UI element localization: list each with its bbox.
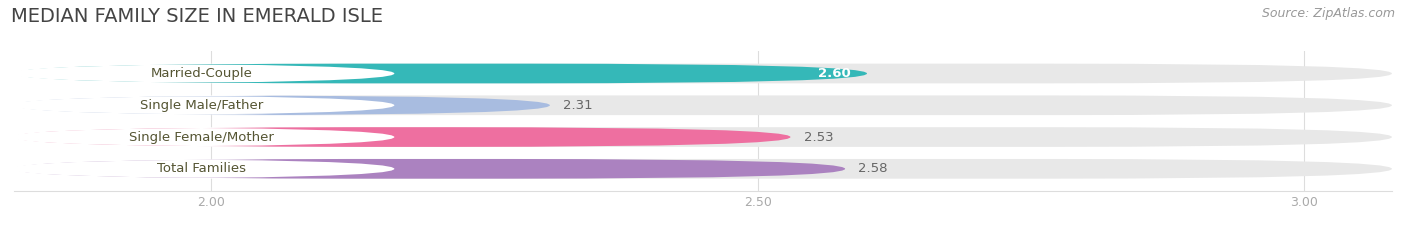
FancyBboxPatch shape xyxy=(8,127,395,147)
FancyBboxPatch shape xyxy=(14,96,1392,115)
Text: Total Families: Total Families xyxy=(157,162,246,175)
FancyBboxPatch shape xyxy=(8,64,395,83)
Text: 2.60: 2.60 xyxy=(818,67,851,80)
FancyBboxPatch shape xyxy=(14,64,1392,83)
Text: Single Female/Mother: Single Female/Mother xyxy=(129,130,274,144)
FancyBboxPatch shape xyxy=(8,159,395,179)
Text: 2.58: 2.58 xyxy=(858,162,887,175)
Text: Single Male/Father: Single Male/Father xyxy=(139,99,263,112)
Text: Married-Couple: Married-Couple xyxy=(150,67,253,80)
Text: MEDIAN FAMILY SIZE IN EMERALD ISLE: MEDIAN FAMILY SIZE IN EMERALD ISLE xyxy=(11,7,384,26)
FancyBboxPatch shape xyxy=(14,159,845,179)
Text: 2.53: 2.53 xyxy=(804,130,834,144)
FancyBboxPatch shape xyxy=(14,159,1392,179)
FancyBboxPatch shape xyxy=(14,127,790,147)
FancyBboxPatch shape xyxy=(14,64,868,83)
Text: Source: ZipAtlas.com: Source: ZipAtlas.com xyxy=(1261,7,1395,20)
Text: 2.31: 2.31 xyxy=(562,99,593,112)
FancyBboxPatch shape xyxy=(14,127,1392,147)
FancyBboxPatch shape xyxy=(8,96,395,115)
FancyBboxPatch shape xyxy=(14,96,550,115)
